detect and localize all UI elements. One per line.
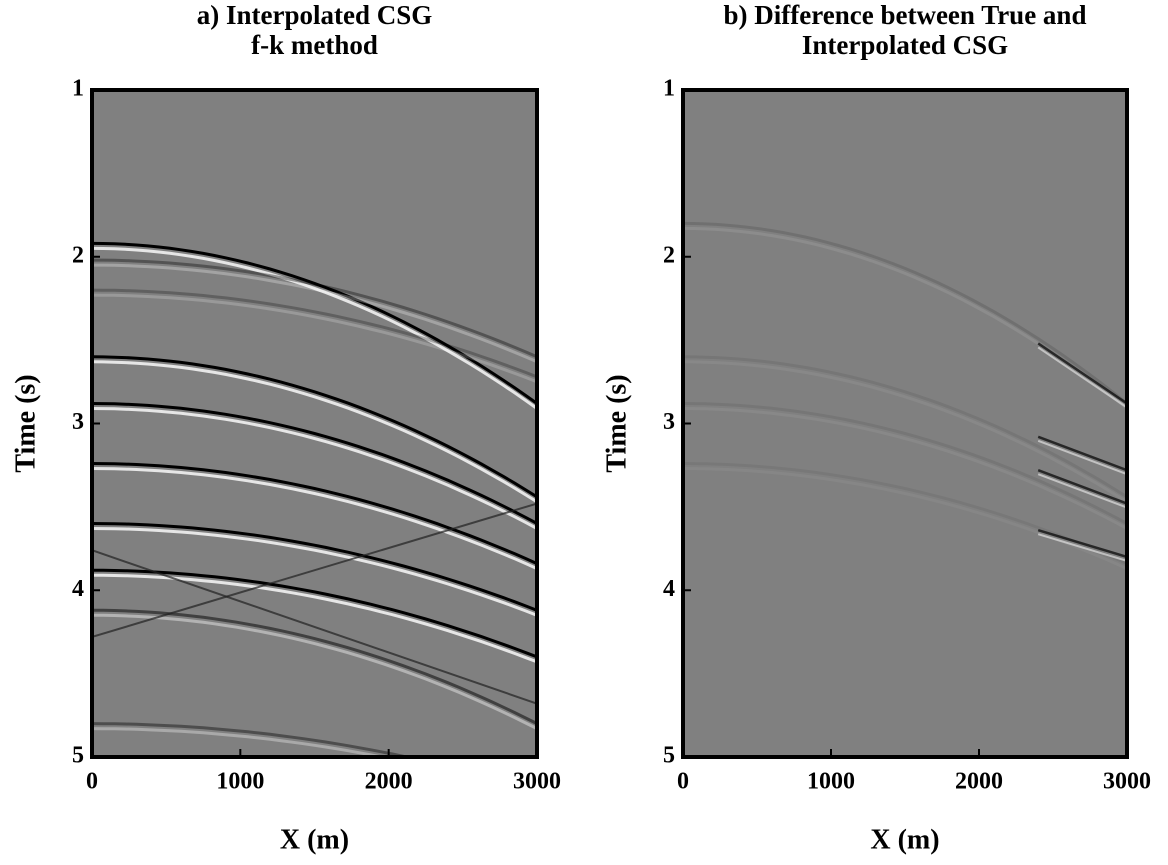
reflection-dark (683, 402, 1127, 525)
reflection-dark (92, 402, 537, 525)
x-axis-label: X (m) (280, 824, 349, 855)
crossing-event (92, 502, 537, 638)
y-tick-label: 3 (72, 409, 84, 435)
crossing-event (92, 549, 537, 705)
reflection-dark (92, 258, 537, 359)
y-axis-label: Time (s) (601, 374, 632, 472)
reflection-light (92, 727, 391, 757)
x-tick-label: 0 (677, 769, 689, 795)
y-tick-label: 1 (72, 76, 84, 102)
reflection-dark (92, 522, 537, 612)
difference-event (1037, 469, 1127, 505)
reflection-light (683, 407, 1127, 530)
y-tick-label: 1 (663, 76, 675, 102)
reflection-light (92, 573, 537, 664)
y-tick-label: 5 (72, 743, 84, 769)
reflection-light (92, 407, 537, 530)
x-tick-label: 0 (86, 769, 98, 795)
difference-event (1037, 533, 1127, 562)
y-tick-label: 4 (663, 576, 675, 602)
panel: 0 1000 2000 3000 1 2 3 4 5 a) Interpolated CSGf-k… (10, 0, 561, 855)
reflection-dark (683, 355, 1127, 499)
reflection-dark (92, 355, 537, 499)
reflection-light (92, 613, 537, 730)
difference-event (1037, 342, 1127, 405)
reflection-light (92, 293, 537, 384)
difference-event (1037, 439, 1127, 476)
reflection-light (92, 360, 537, 504)
seismic-image (92, 241, 537, 757)
reflection-light (92, 263, 537, 364)
panel-title: a) Interpolated CSG (197, 0, 433, 30)
reflection-light (92, 467, 537, 570)
plot-background (92, 90, 537, 757)
reflection-dark (92, 722, 414, 757)
y-tick-label: 2 (663, 242, 675, 268)
reflection-dark (92, 241, 537, 405)
difference-event (1037, 435, 1127, 472)
reflection-dark (92, 608, 537, 725)
panel: 0 1000 2000 3000 1 2 3 4 5 b) Difference between … (601, 0, 1151, 855)
difference-event (1037, 529, 1127, 559)
reflection-light (92, 527, 537, 617)
y-tick-label: 2 (72, 242, 84, 268)
x-tick-label: 2000 (365, 769, 413, 795)
y-tick-label: 5 (663, 743, 675, 769)
x-tick-label: 3000 (513, 769, 561, 795)
y-tick-label: 3 (663, 409, 675, 435)
x-tick-label: 2000 (955, 769, 1003, 795)
x-tick-label: 1000 (216, 769, 264, 795)
reflection-light (683, 360, 1127, 504)
reflection-dark (683, 462, 1127, 565)
x-tick-label: 1000 (807, 769, 855, 795)
difference-event (1037, 473, 1127, 509)
difference-event (1037, 346, 1127, 409)
x-tick-label: 3000 (1103, 769, 1151, 795)
reflection-dark (92, 568, 537, 659)
y-axis-label: Time (s) (10, 374, 41, 472)
reflection-dark (683, 221, 1127, 405)
x-axis-label: X (m) (870, 824, 939, 855)
panel-title: b) Difference between True and (724, 0, 1087, 30)
seismic-image (683, 221, 1127, 570)
panel-title: Interpolated CSG (802, 30, 1008, 60)
plot-background (683, 90, 1127, 757)
panel-title: f-k method (251, 30, 378, 60)
reflection-dark (92, 462, 537, 565)
reflection-light (92, 246, 537, 410)
reflection-dark (92, 288, 537, 379)
y-tick-label: 4 (72, 576, 84, 602)
